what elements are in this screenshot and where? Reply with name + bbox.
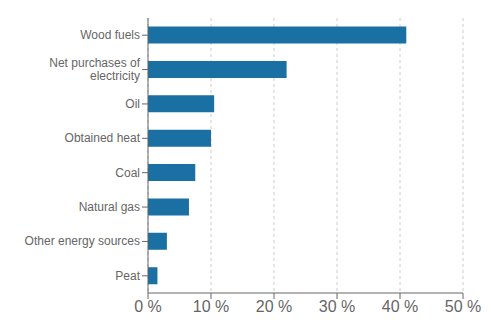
svg-text:Coal: Coal [115, 166, 140, 180]
svg-text:50 %: 50 % [445, 298, 481, 315]
svg-text:Natural gas: Natural gas [79, 200, 140, 214]
svg-text:0 %: 0 % [134, 298, 162, 315]
svg-text:Wood fuels: Wood fuels [80, 28, 140, 42]
svg-text:Peat: Peat [115, 269, 140, 283]
svg-text:Net purchases ofelectricity: Net purchases ofelectricity [49, 56, 140, 83]
svg-text:Oil: Oil [125, 97, 140, 111]
svg-text:30 %: 30 % [319, 298, 355, 315]
svg-text:20 %: 20 % [256, 298, 292, 315]
svg-text:10 %: 10 % [193, 298, 229, 315]
svg-text:Obtained heat: Obtained heat [65, 131, 141, 145]
svg-text:40 %: 40 % [382, 298, 418, 315]
svg-text:Other energy sources: Other energy sources [25, 234, 140, 248]
